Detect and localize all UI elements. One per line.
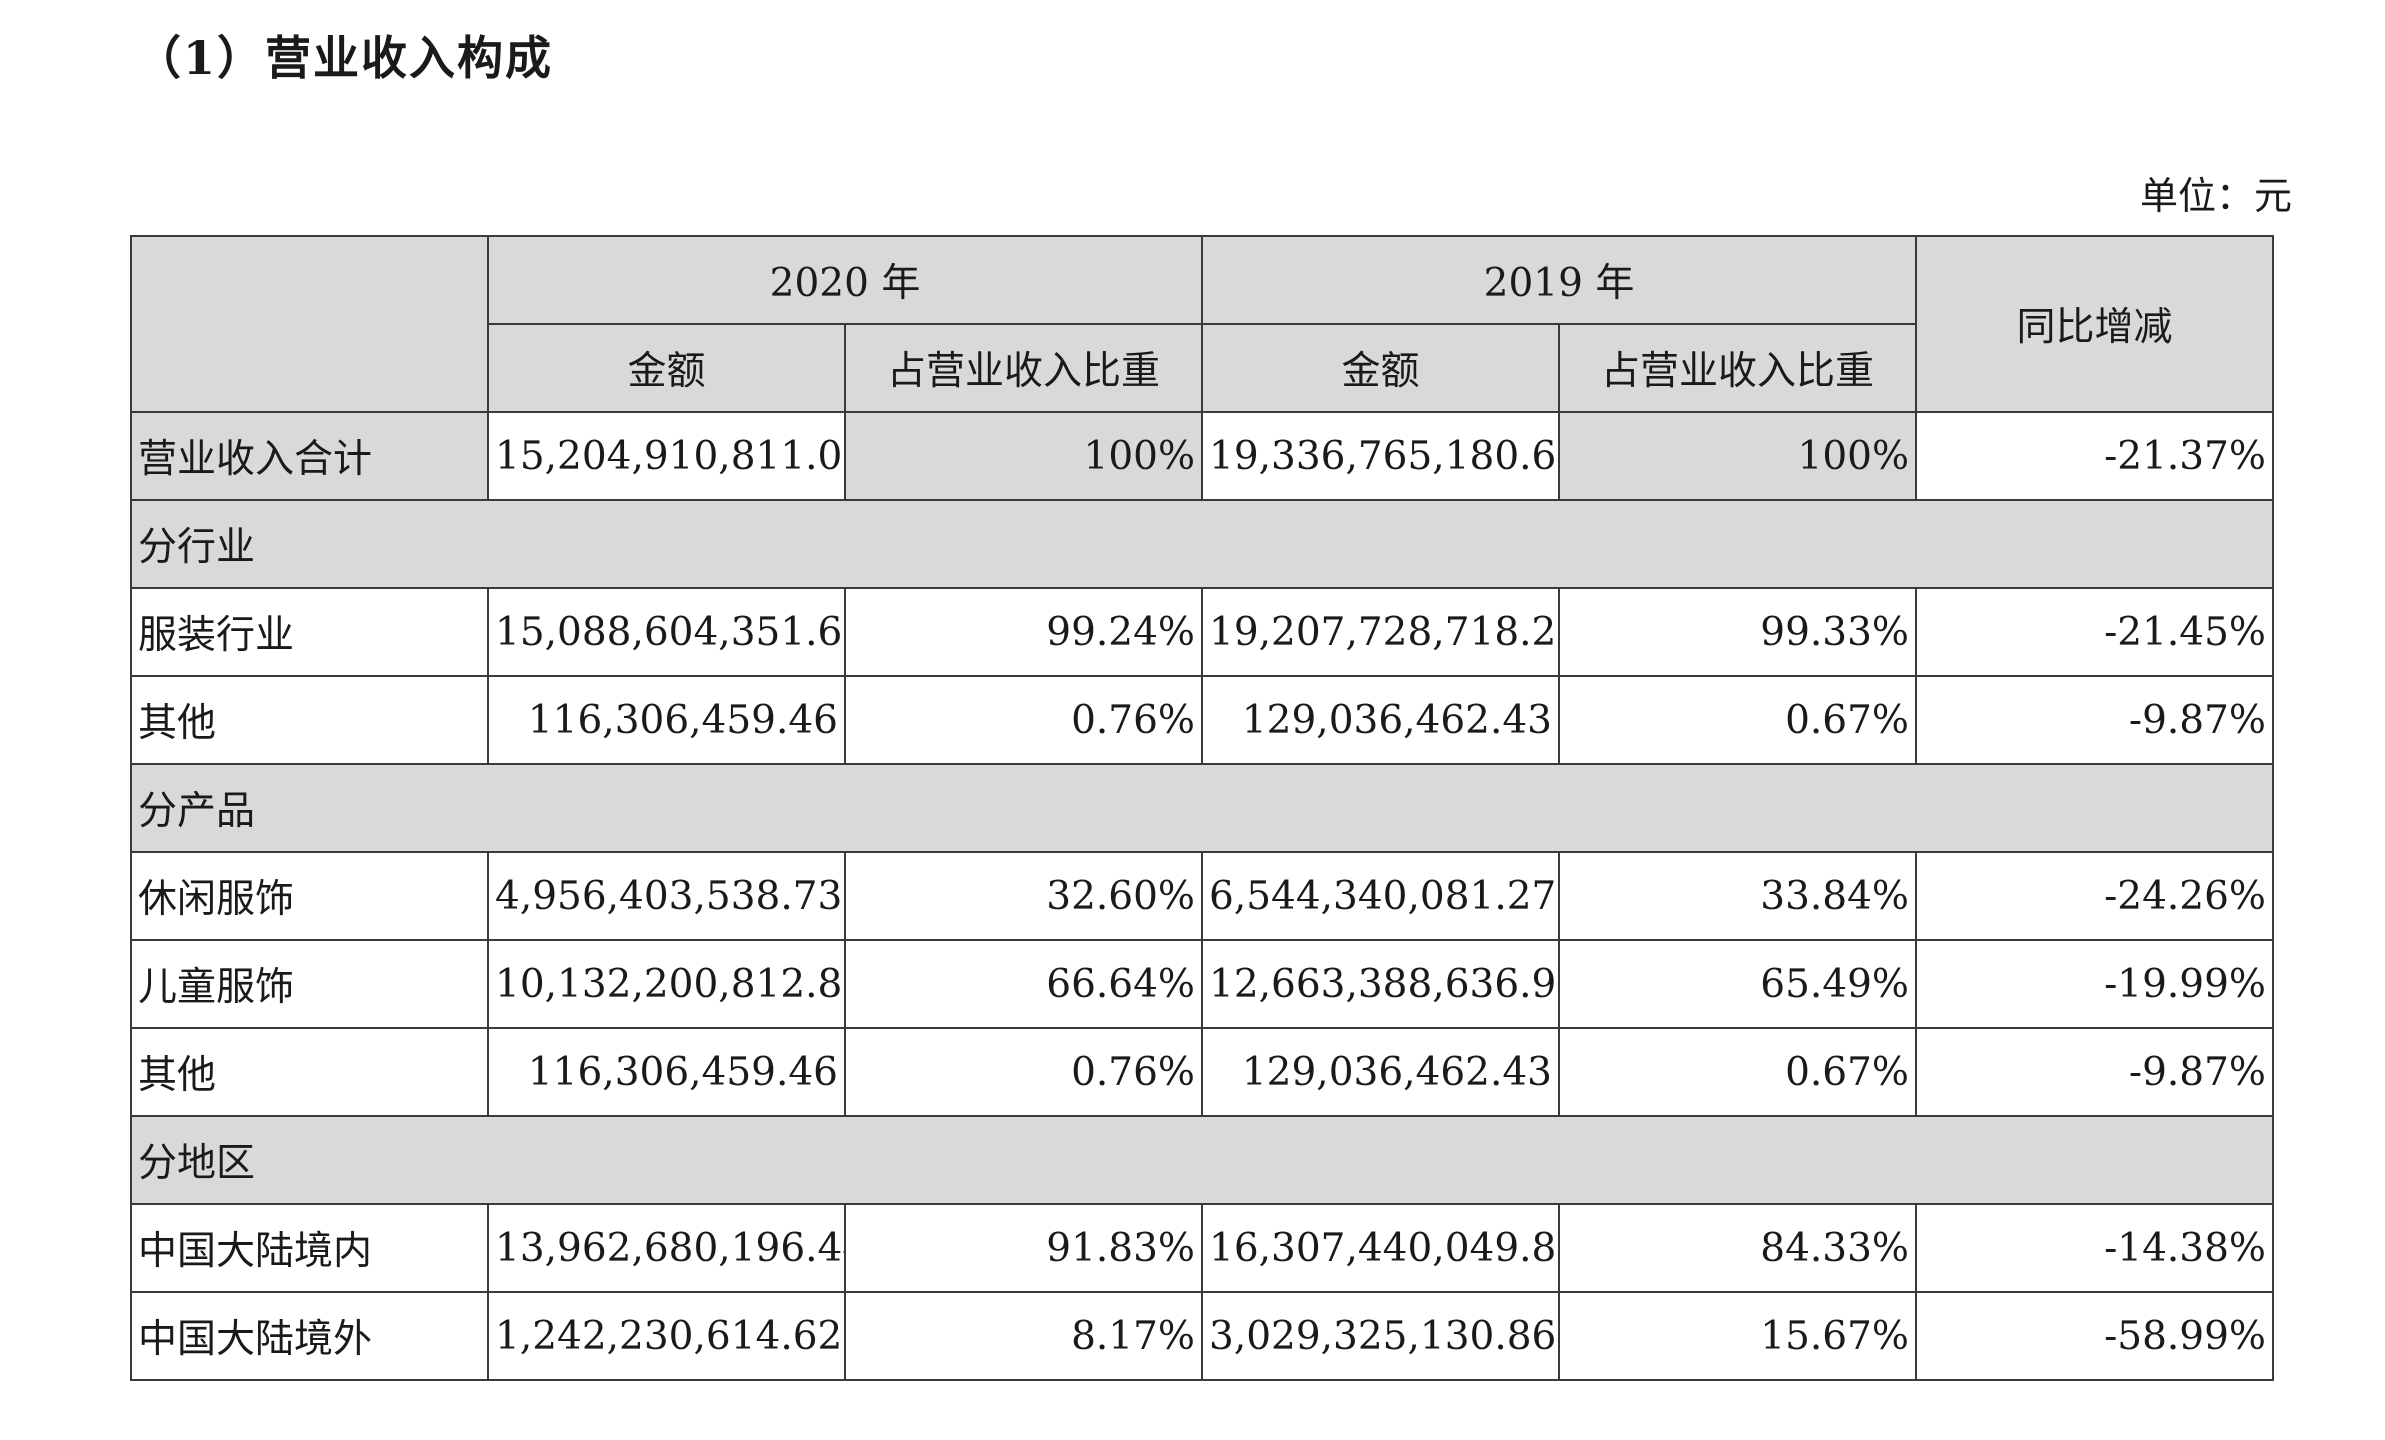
yoy-change: -9.87% (1915, 1027, 2274, 1117)
amount-2020: 15,204,910,811.06 (487, 411, 846, 501)
amount-2020: 116,306,459.46 (487, 675, 846, 765)
header-amount-2019: 金额 (1201, 323, 1560, 413)
amount-2019: 3,029,325,130.86 (1201, 1291, 1560, 1381)
row-label: 营业收入合计 (130, 411, 489, 501)
table-row: 中国大陆境外 1,242,230,614.62 8.17% 3,029,325,… (130, 1291, 2274, 1381)
yoy-change: -21.45% (1915, 587, 2274, 677)
share-2020: 32.60% (844, 851, 1203, 941)
share-2019: 65.49% (1558, 939, 1917, 1029)
table-row: 中国大陆境内 13,962,680,196.44 91.83% 16,307,4… (130, 1203, 2274, 1293)
share-2019: 33.84% (1558, 851, 1917, 941)
row-label: 儿童服饰 (130, 939, 489, 1029)
group-label: 分地区 (130, 1115, 2274, 1205)
table-row: 儿童服饰 10,132,200,812.87 66.64% 12,663,388… (130, 939, 2274, 1029)
group-row-industry: 分行业 (130, 499, 2274, 589)
share-2019: 84.33% (1558, 1203, 1917, 1293)
group-label: 分行业 (130, 499, 2274, 589)
amount-2019: 16,307,440,049.80 (1201, 1203, 1560, 1293)
amount-2019: 129,036,462.43 (1201, 1027, 1560, 1117)
amount-2020: 116,306,459.46 (487, 1027, 846, 1117)
group-label: 分产品 (130, 763, 2274, 853)
yoy-change: -9.87% (1915, 675, 2274, 765)
share-2019: 15.67% (1558, 1291, 1917, 1381)
yoy-change: -58.99% (1915, 1291, 2274, 1381)
group-row-product: 分产品 (130, 763, 2274, 853)
header-yoy-change: 同比增减 (1915, 235, 2274, 413)
group-row-region: 分地区 (130, 1115, 2274, 1205)
yoy-change: -24.26% (1915, 851, 2274, 941)
row-label: 服装行业 (130, 587, 489, 677)
header-row-years: 2020 年 2019 年 同比增减 (130, 235, 2274, 413)
share-2020: 100% (844, 411, 1203, 501)
header-amount-2020: 金额 (487, 323, 846, 413)
header-share-2020: 占营业收入比重 (844, 323, 1203, 413)
amount-2020: 4,956,403,538.73 (487, 851, 846, 941)
row-label: 其他 (130, 675, 489, 765)
revenue-composition-table: 2020 年 2019 年 同比增减 金额 占营业收入比重 金额 占营业收入比重… (130, 235, 2274, 1381)
share-2019: 100% (1558, 411, 1917, 501)
amount-2020: 1,242,230,614.62 (487, 1291, 846, 1381)
share-2019: 0.67% (1558, 675, 1917, 765)
header-corner-cell (130, 235, 489, 413)
amount-2019: 19,207,728,718.23 (1201, 587, 1560, 677)
unit-label: 单位：元 (2139, 174, 2292, 218)
share-2020: 91.83% (844, 1203, 1203, 1293)
table-row: 休闲服饰 4,956,403,538.73 32.60% 6,544,340,0… (130, 851, 2274, 941)
yoy-change: -14.38% (1915, 1203, 2274, 1293)
header-row-subcolumns: 金额 占营业收入比重 金额 占营业收入比重 (131, 323, 2273, 413)
share-2020: 0.76% (844, 1027, 1203, 1117)
amount-2019: 19,336,765,180.66 (1201, 411, 1560, 501)
share-2020: 8.17% (844, 1291, 1203, 1381)
table-row: 其他 116,306,459.46 0.76% 129,036,462.43 0… (130, 1027, 2274, 1117)
share-2020: 0.76% (844, 675, 1203, 765)
share-2019: 99.33% (1558, 587, 1917, 677)
section-title: （1）营业收入构成 (135, 31, 554, 85)
share-2019: 0.67% (1558, 1027, 1917, 1117)
row-label: 休闲服饰 (130, 851, 489, 941)
row-label: 中国大陆境内 (130, 1203, 489, 1293)
yoy-change: -19.99% (1915, 939, 2274, 1029)
amount-2019: 129,036,462.43 (1201, 675, 1560, 765)
table-row: 服装行业 15,088,604,351.60 99.24% 19,207,728… (130, 587, 2274, 677)
table-row: 其他 116,306,459.46 0.76% 129,036,462.43 0… (130, 675, 2274, 765)
table-row-total: 营业收入合计 15,204,910,811.06 100% 19,336,765… (130, 411, 2274, 501)
share-2020: 99.24% (844, 587, 1203, 677)
amount-2019: 6,544,340,081.27 (1201, 851, 1560, 941)
row-label: 其他 (130, 1027, 489, 1117)
yoy-change: -21.37% (1915, 411, 2274, 501)
amount-2019: 12,663,388,636.96 (1201, 939, 1560, 1029)
header-year-2019: 2019 年 (1201, 235, 1917, 325)
header-year-2020: 2020 年 (487, 235, 1203, 325)
amount-2020: 10,132,200,812.87 (487, 939, 846, 1029)
share-2020: 66.64% (844, 939, 1203, 1029)
amount-2020: 15,088,604,351.60 (487, 587, 846, 677)
amount-2020: 13,962,680,196.44 (487, 1203, 846, 1293)
header-share-2019: 占营业收入比重 (1558, 323, 1917, 413)
row-label: 中国大陆境外 (130, 1291, 489, 1381)
